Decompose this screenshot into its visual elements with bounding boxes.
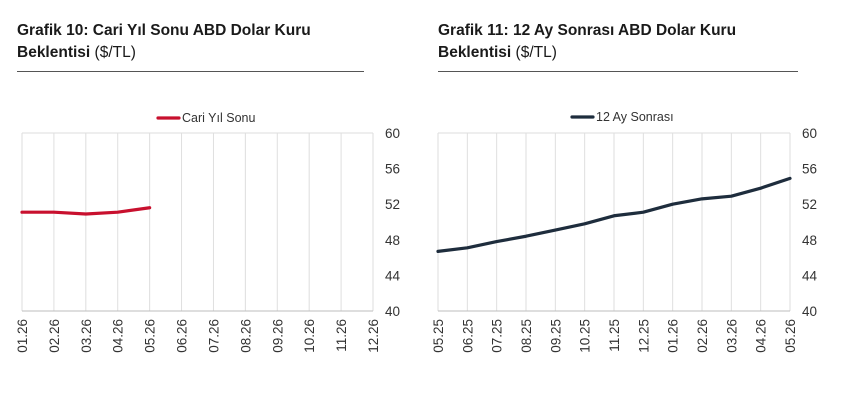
data-point [525, 235, 527, 238]
y-tick-label: 40 [802, 304, 817, 319]
data-point [759, 187, 762, 189]
data-point [701, 198, 703, 200]
title-rule-1 [17, 71, 364, 72]
data-point [53, 211, 55, 214]
data-point [642, 211, 645, 214]
legend-label: Cari Yıl Sonu [182, 111, 255, 125]
chart-title-1-unit: ($/TL) [94, 44, 136, 61]
data-point [437, 250, 439, 253]
x-tick-label: 03.26 [79, 319, 94, 353]
title-rule-2 [438, 71, 798, 72]
y-tick-label: 60 [385, 126, 400, 141]
x-tick-label: 06.26 [175, 319, 190, 353]
x-tick-label: 12.25 [636, 319, 651, 353]
x-tick-label: 05.26 [143, 319, 158, 353]
chart-title-1-line1: Grafik 10: Cari Yıl Sonu ABD Dolar Kuru [17, 22, 311, 39]
chart-title-2-line1: Grafik 11: 12 Ay Sonrası ABD Dolar Kuru [438, 22, 737, 39]
x-tick-label: 08.26 [238, 319, 253, 353]
y-tick-label: 56 [385, 162, 400, 177]
x-tick-label: 07.26 [206, 319, 221, 353]
data-point [148, 206, 151, 209]
data-point [85, 213, 87, 215]
x-tick-label: 02.26 [695, 319, 710, 353]
y-tick-label: 44 [802, 268, 818, 283]
data-point [466, 247, 469, 249]
chart-2: 40 44 48 52 56 60 05.25 06.25 07.25 08.25 09.25 10.… [431, 110, 818, 353]
x-tick-label: 06.25 [460, 319, 475, 353]
data-point [730, 195, 733, 197]
x-tick-label: 05.25 [431, 319, 446, 353]
x-tick-label: 01.26 [15, 319, 30, 353]
x-tick-label: 12.26 [366, 319, 381, 353]
chart-1: 40 44 48 52 56 60 01.26 02.26 03.26 04.26 05.26 06.… [15, 111, 401, 353]
data-point [789, 177, 791, 180]
data-point [495, 240, 498, 243]
y-tick-label: 40 [385, 304, 400, 319]
x-tick-label: 02.26 [47, 319, 62, 353]
chart-title-2: Grafik 11: 12 Ay Sonrası ABD Dolar Kuru … [438, 20, 798, 64]
legend-label: 12 Ay Sonrası [596, 110, 674, 124]
chart-title-1-line2: Beklentisi [17, 44, 91, 61]
x-tick-label: 09.26 [270, 319, 285, 353]
x-tick-label: 10.26 [302, 319, 317, 353]
x-tick-label: 04.26 [111, 319, 126, 353]
data-point [613, 214, 615, 217]
x-tick-label: 09.25 [548, 319, 563, 353]
chart-title-2-unit: ($/TL) [515, 44, 557, 61]
y-tick-label: 60 [802, 126, 817, 141]
data-point [671, 203, 674, 205]
data-point [583, 222, 586, 225]
chart-title-2-line2: Beklentisi [438, 44, 512, 61]
x-tick-label: 11.26 [334, 319, 349, 352]
chart-title-1: Grafik 10: Cari Yıl Sonu ABD Dolar Kuru … [17, 20, 365, 64]
y-tick-label: 48 [385, 233, 400, 248]
x-tick-label: 03.26 [724, 319, 739, 353]
x-tick-label: 07.25 [490, 319, 505, 353]
x-tick-label: 11.25 [607, 319, 622, 352]
y-tick-label: 44 [385, 268, 401, 283]
data-point [21, 211, 23, 214]
x-tick-label: 10.25 [578, 319, 593, 353]
y-tick-label: 52 [802, 197, 817, 212]
data-point [116, 211, 119, 214]
x-tick-label: 05.26 [783, 319, 798, 353]
x-tick-label: 04.26 [754, 319, 769, 353]
x-tick-label: 01.26 [666, 319, 681, 353]
data-point [554, 229, 557, 231]
y-tick-label: 56 [802, 162, 817, 177]
y-tick-label: 52 [385, 197, 400, 212]
y-tick-label: 48 [802, 233, 817, 248]
x-tick-label: 08.25 [519, 319, 534, 353]
